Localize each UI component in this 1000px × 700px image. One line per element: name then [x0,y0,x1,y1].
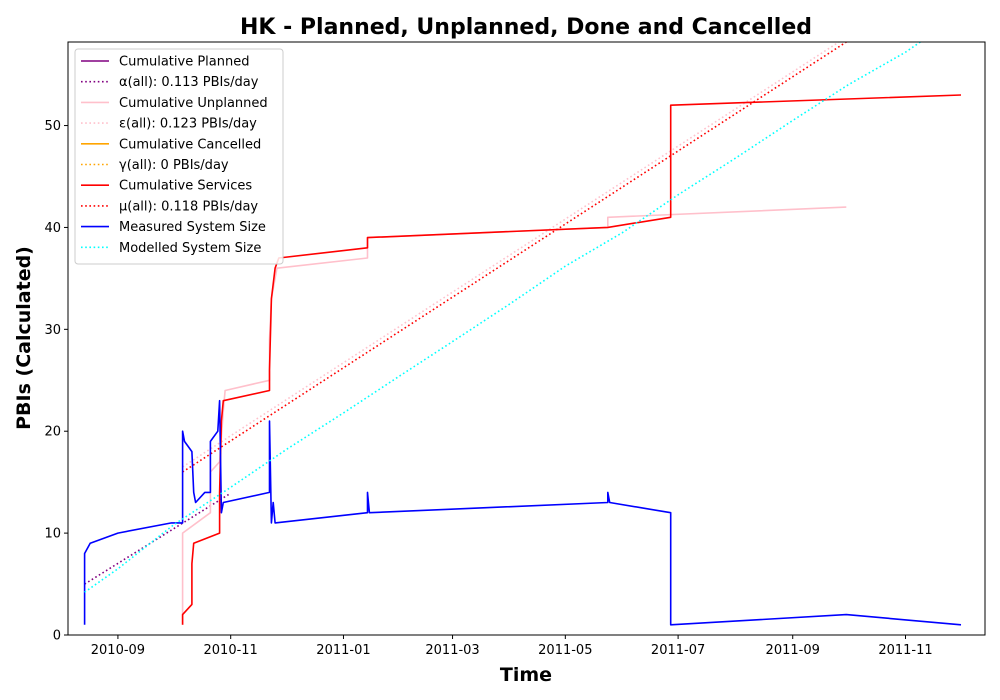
y-tick-label: 30 [44,323,61,338]
series-line-4 [182,42,840,468]
legend-label: Cumulative Services [119,179,252,194]
axis-ticks: 2010-09 2010-11 2011-01 2011-03 2011-05 2011-… [44,119,932,658]
y-tick-label: 20 [44,425,61,440]
legend-label: α(all): 0.113 PBIs/day [119,75,259,90]
x-tick-label: 2011-01 [316,643,370,658]
y-axis-label: PBIs (Calculated) [13,246,35,430]
legend-label: γ(all): 0 PBIs/day [119,158,229,173]
legend-label: Modelled System Size [119,241,261,256]
legend-label: μ(all): 0.118 PBIs/day [119,199,258,214]
chart-title: HK - Planned, Unplanned, Done and Cancel… [240,15,812,40]
x-tick-label: 2011-11 [878,643,932,658]
y-tick-label: 10 [44,527,61,542]
y-tick-label: 50 [44,119,61,134]
x-tick-label: 2011-07 [651,643,705,658]
legend-box [74,48,284,265]
y-tick-label: 0 [53,629,61,644]
legend-label: Cumulative Planned [119,55,249,70]
series-line-8 [182,42,847,473]
plot-frame [67,41,986,636]
legend-label: Measured System Size [119,220,266,235]
x-tick-label: 2010-09 [91,643,145,658]
x-axis-label: Time [500,664,552,686]
legend-label: Cumulative Cancelled [119,137,261,152]
series-line-7 [181,94,962,625]
series-line-2 [84,493,230,585]
x-tick-label: 2011-05 [538,643,592,658]
plot-area [83,42,962,626]
x-tick-label: 2011-03 [425,643,479,658]
series-line-9 [83,399,962,626]
x-tick-label: 2011-09 [766,643,820,658]
legend-label: Cumulative Unplanned [119,96,268,111]
legend: Cumulative Planned α(all): 0.113 PBIs/day… [74,48,284,265]
x-tick-label: 2010-11 [204,643,258,658]
legend-label: ε(all): 0.123 PBIs/day [119,117,257,132]
y-tick-label: 40 [44,221,61,236]
